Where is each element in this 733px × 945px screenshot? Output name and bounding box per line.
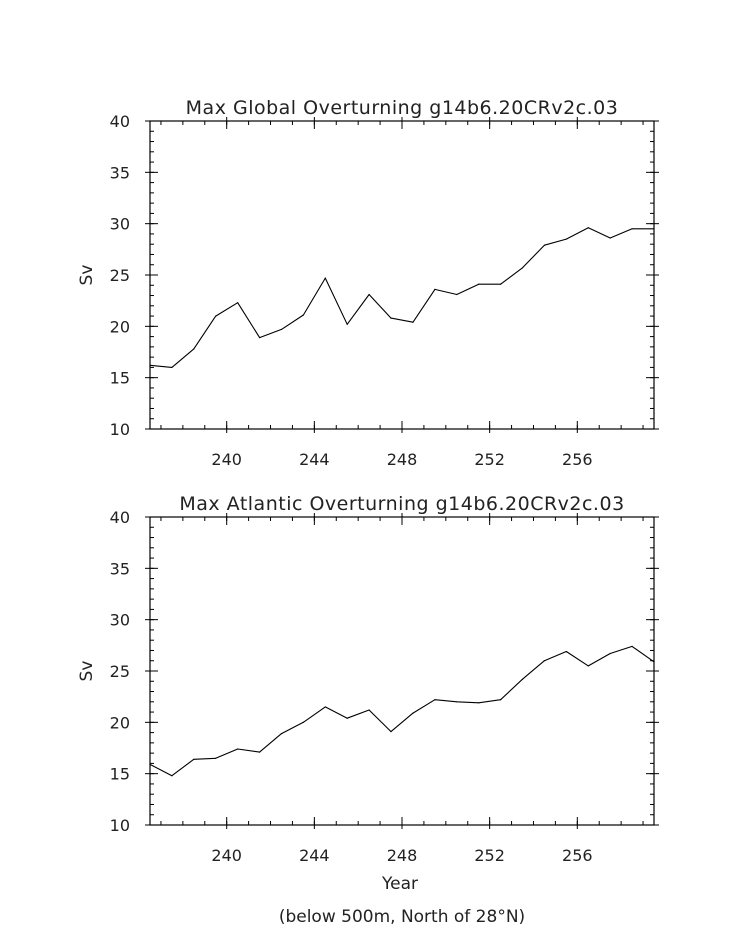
series-line bbox=[149, 645, 655, 777]
global-overturning-chart: Max Global Overturning g14b6.20CRv2c.03 1… bbox=[77, 97, 659, 469]
data-point bbox=[653, 661, 655, 663]
data-point bbox=[302, 721, 304, 723]
y-tick-label: 40 bbox=[110, 112, 130, 131]
chart-title: Max Global Overturning g14b6.20CRv2c.03 bbox=[186, 97, 619, 119]
y-tick-label: 10 bbox=[110, 816, 130, 835]
data-point bbox=[412, 712, 414, 714]
y-tick-label: 30 bbox=[110, 215, 130, 234]
y-tick-label: 10 bbox=[110, 420, 130, 439]
data-point bbox=[631, 228, 633, 230]
data-point bbox=[434, 288, 436, 290]
y-tick-label: 25 bbox=[110, 662, 130, 681]
x-tick-label: 252 bbox=[474, 846, 505, 865]
data-point bbox=[171, 366, 173, 368]
y-tick-label: 30 bbox=[110, 611, 130, 630]
data-point bbox=[609, 237, 611, 239]
data-point bbox=[587, 665, 589, 667]
data-point bbox=[280, 328, 283, 331]
y-axis-label: Sv bbox=[77, 265, 97, 286]
data-point bbox=[434, 699, 436, 701]
data-point bbox=[149, 763, 151, 766]
chart-title: Max Atlantic Overturning g14b6.20CRv2c.0… bbox=[179, 493, 624, 515]
y-tick-label: 35 bbox=[110, 559, 130, 578]
x-tick-label: 256 bbox=[562, 846, 593, 865]
x-tick-label: 240 bbox=[211, 450, 242, 469]
data-point bbox=[565, 238, 567, 240]
y-tick-label: 20 bbox=[110, 317, 130, 336]
data-point bbox=[565, 650, 567, 653]
y-tick-label: 40 bbox=[110, 508, 130, 527]
data-point bbox=[193, 348, 195, 350]
y-axis-label: Sv bbox=[77, 661, 97, 682]
data-point bbox=[149, 364, 151, 366]
data-point bbox=[346, 323, 348, 325]
data-point bbox=[543, 660, 546, 662]
data-point bbox=[215, 315, 217, 317]
data-point bbox=[237, 748, 239, 750]
data-point bbox=[500, 283, 502, 285]
x-tick-label: 240 bbox=[211, 846, 242, 865]
x-tick-label: 244 bbox=[299, 846, 330, 865]
series-line bbox=[149, 227, 654, 368]
data-point bbox=[237, 302, 239, 304]
data-point bbox=[478, 283, 480, 285]
data-point bbox=[193, 758, 195, 760]
x-tick-label: 248 bbox=[387, 450, 418, 469]
atlantic-overturning-chart: Max Atlantic Overturning g14b6.20CRv2c.0… bbox=[77, 493, 659, 894]
plot-frame bbox=[149, 516, 655, 826]
data-point bbox=[368, 709, 370, 711]
data-point bbox=[478, 702, 480, 704]
x-axis-label: Year bbox=[381, 874, 418, 894]
data-point bbox=[587, 227, 589, 229]
data-point bbox=[368, 293, 370, 296]
data-point bbox=[521, 678, 524, 680]
plot-frame bbox=[149, 120, 655, 430]
data-point bbox=[324, 706, 326, 708]
data-point bbox=[215, 757, 217, 759]
data-point bbox=[456, 293, 458, 296]
data-point bbox=[500, 699, 502, 701]
data-point bbox=[653, 228, 655, 230]
data-point bbox=[609, 652, 611, 655]
data-point bbox=[258, 751, 261, 753]
data-point bbox=[390, 730, 392, 733]
data-point bbox=[412, 321, 414, 323]
x-tick-label: 244 bbox=[299, 450, 330, 469]
data-point bbox=[258, 337, 261, 339]
data-point bbox=[390, 317, 392, 319]
data-point bbox=[302, 314, 304, 316]
y-tick-label: 20 bbox=[110, 713, 130, 732]
x-tick-label: 252 bbox=[474, 450, 505, 469]
data-point bbox=[171, 775, 173, 777]
y-tick-label: 25 bbox=[110, 266, 130, 285]
x-tick-label: 256 bbox=[562, 450, 593, 469]
y-tick-label: 35 bbox=[110, 163, 130, 182]
x-tick-label: 248 bbox=[387, 846, 418, 865]
data-point bbox=[543, 244, 546, 246]
y-tick-label: 15 bbox=[110, 369, 130, 388]
data-point bbox=[456, 701, 458, 703]
data-point bbox=[280, 733, 283, 735]
figure-footnote: (below 500m, North of 28°N) bbox=[279, 907, 525, 927]
data-point bbox=[346, 717, 348, 719]
y-tick-label: 15 bbox=[110, 765, 130, 784]
data-point bbox=[631, 645, 633, 647]
data-point bbox=[324, 277, 326, 279]
data-point bbox=[521, 267, 524, 269]
